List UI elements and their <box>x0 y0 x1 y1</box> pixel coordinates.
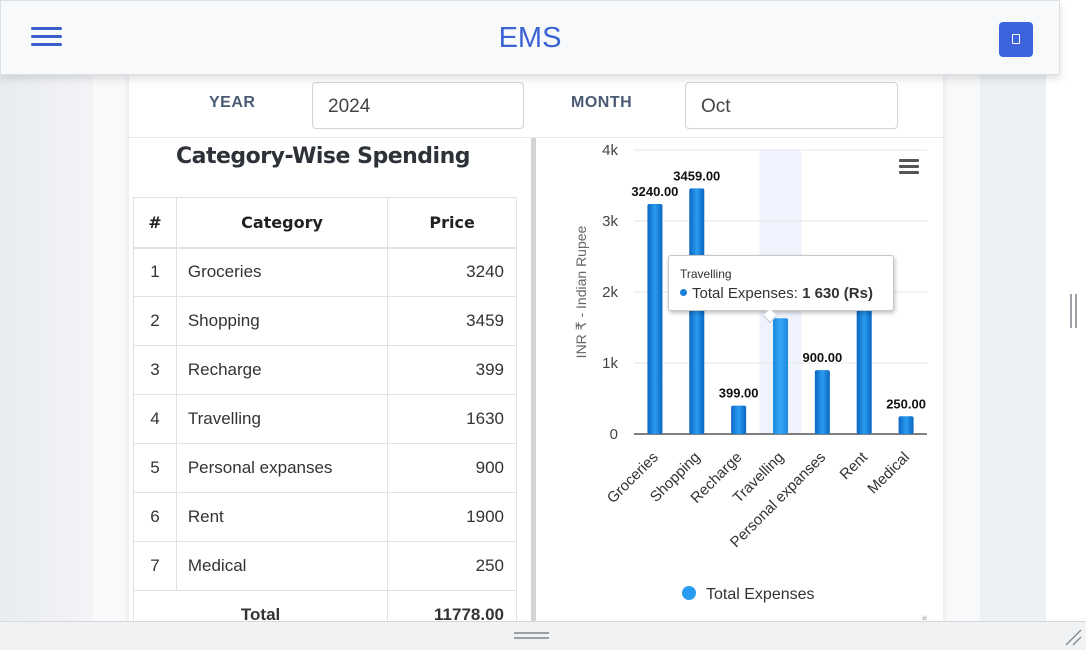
x-tick-label: Medical <box>864 449 913 498</box>
row-category: Groceries <box>175 247 389 297</box>
filter-separator <box>129 137 943 138</box>
row-category: Personal expanses <box>175 443 389 493</box>
legend-marker-icon <box>682 586 696 600</box>
header-price: Price <box>387 197 517 249</box>
pane-divider[interactable] <box>531 138 536 628</box>
row-price: 250 <box>387 541 517 591</box>
row-price: 3459 <box>387 296 517 346</box>
device-icon <box>1012 34 1020 44</box>
tooltip-title: Travelling <box>680 267 732 281</box>
data-label: 900.00 <box>802 350 842 365</box>
table-row: 1 Groceries 3240 <box>133 247 517 297</box>
chart-tooltip: Travelling Total Expenses: 1 630 (Rs) <box>668 255 894 324</box>
row-number: 4 <box>133 394 177 444</box>
y-tick-label: 4k <box>602 142 618 159</box>
bottom-bar <box>0 621 1086 650</box>
table-title: Category-Wise Spending <box>176 144 470 169</box>
bar-medical <box>898 416 914 434</box>
device-button[interactable] <box>999 22 1033 57</box>
y-tick-label: 0 <box>610 426 618 443</box>
page-background-left <box>0 0 93 650</box>
chart-menu-icon[interactable] <box>899 159 921 177</box>
table-row: 2 Shopping 3459 <box>133 296 517 346</box>
page-background-right <box>980 0 1046 650</box>
month-input[interactable]: Oct <box>685 82 898 129</box>
row-category: Medical <box>175 541 389 591</box>
table-row: 3 Recharge 399 <box>133 345 517 395</box>
series-dot-icon <box>680 289 687 296</box>
row-number: 3 <box>133 345 177 395</box>
row-number: 7 <box>133 541 177 591</box>
data-label: 399.00 <box>719 386 759 401</box>
year-label: YEAR <box>209 94 256 111</box>
resize-corner-icon[interactable] <box>1064 628 1082 646</box>
month-label: MONTH <box>571 94 633 111</box>
spending-table: # Category Price 1 Groceries 3240 2 Shop… <box>132 197 517 640</box>
bar-travelling <box>773 318 788 434</box>
row-number: 1 <box>133 247 177 297</box>
bar-personal-expanses <box>814 370 830 434</box>
tooltip-series: Total Expenses: <box>692 285 798 302</box>
data-label: 3240.00 <box>631 184 678 199</box>
bar-groceries <box>647 203 663 434</box>
resize-grip-line <box>1070 294 1072 328</box>
row-category: Rent <box>175 492 389 542</box>
bar-recharge <box>731 405 747 434</box>
brand-title[interactable]: EMS <box>498 22 562 54</box>
header-category: Category <box>175 197 389 249</box>
header-number: # <box>133 197 177 249</box>
x-tick-label: Rent <box>837 448 872 483</box>
row-number: 5 <box>133 443 177 493</box>
table-row: 5 Personal expanses 900 <box>133 443 517 493</box>
bar-rent <box>856 299 872 434</box>
data-label: 3459.00 <box>673 168 720 183</box>
row-category: Shopping <box>175 296 389 346</box>
chart-credit: # <box>922 614 927 620</box>
tooltip-row: Total Expenses: 1 630 (Rs) <box>680 285 873 302</box>
y-tick-label: 2k <box>602 284 618 301</box>
table-row: 4 Travelling 1630 <box>133 394 517 444</box>
table-row: 7 Medical 250 <box>133 541 517 591</box>
row-price: 900 <box>387 443 517 493</box>
year-input[interactable]: 2024 <box>312 82 524 129</box>
row-number: 6 <box>133 492 177 542</box>
horizontal-drag-handle[interactable] <box>514 632 550 640</box>
legend-label: Total Expenses <box>706 586 815 603</box>
table-header-row: # Category Price <box>133 197 517 249</box>
row-price: 1900 <box>387 492 517 542</box>
row-number: 2 <box>133 296 177 346</box>
window-edge <box>1046 0 1086 650</box>
row-price: 3240 <box>387 247 517 297</box>
tooltip-value: 1 630 (Rs) <box>802 285 873 302</box>
bar-shopping <box>689 188 705 434</box>
row-price: 399 <box>387 345 517 395</box>
table-row: 6 Rent 1900 <box>133 492 517 542</box>
y-axis-title: INR ₹ - Indian Rupee <box>573 225 589 358</box>
row-price: 1630 <box>387 394 517 444</box>
vertical-resize-handle[interactable] <box>1070 294 1078 328</box>
hamburger-icon[interactable] <box>31 27 62 47</box>
resize-grip-line <box>1075 294 1077 328</box>
data-label: 250.00 <box>886 396 926 411</box>
navbar: EMS <box>0 0 1060 75</box>
y-tick-label: 3k <box>602 213 618 230</box>
row-category: Travelling <box>175 394 389 444</box>
row-category: Recharge <box>175 345 389 395</box>
y-tick-label: 1k <box>602 355 618 372</box>
